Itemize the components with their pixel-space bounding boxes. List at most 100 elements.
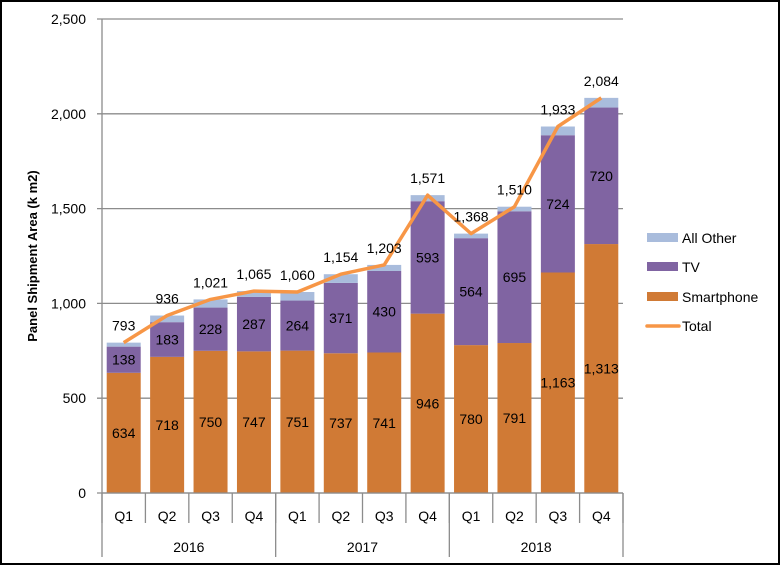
total-value-label: 1,203	[367, 240, 402, 256]
x-tick-label: Q1	[114, 508, 133, 524]
y-axis-title: Panel Shipment Area (k m2)	[25, 170, 40, 341]
legend-label-smartphone: Smartphone	[682, 289, 758, 305]
legend-label-total: Total	[682, 318, 712, 334]
tv-value-label: 724	[546, 196, 570, 212]
y-tick-label: 500	[63, 390, 87, 406]
total-value-label: 1,933	[540, 102, 575, 118]
smartphone-value-label: 747	[242, 414, 266, 430]
x-tick-label: Q1	[462, 508, 481, 524]
bar-all-other	[106, 342, 141, 347]
bar-all-other	[193, 299, 228, 308]
tv-value-label: 371	[329, 310, 353, 326]
legend-swatch-smartphone	[647, 292, 678, 301]
x-group-label: 2018	[521, 539, 552, 555]
bar-tv	[367, 270, 402, 353]
tv-value-label: 183	[155, 332, 179, 348]
bar-tv	[540, 135, 575, 273]
x-tick-label: Q3	[375, 508, 394, 524]
x-tick-label: Q2	[505, 508, 524, 524]
legend-swatch-all-other	[647, 233, 678, 242]
x-tick-label: Q3	[549, 508, 568, 524]
bar-all-other	[540, 126, 575, 136]
bar-tv	[323, 282, 358, 354]
y-tick-label: 2,000	[51, 106, 86, 122]
bar-smartphone	[540, 272, 575, 493]
tv-value-label: 287	[242, 316, 266, 332]
total-value-label: 1,368	[454, 209, 489, 225]
smartphone-value-label: 1,313	[584, 361, 619, 377]
bar-smartphone	[236, 351, 271, 493]
total-value-label: 1,154	[323, 249, 358, 265]
smartphone-value-label: 750	[199, 414, 223, 430]
bar-all-other	[584, 97, 619, 108]
tv-value-label: 138	[112, 352, 136, 368]
x-group-label: 2017	[347, 539, 378, 555]
smartphone-value-label: 946	[416, 395, 440, 411]
bar-all-other	[454, 233, 489, 239]
bar-all-other	[280, 292, 315, 301]
bar-all-other	[150, 315, 185, 323]
total-value-label: 936	[155, 291, 179, 307]
bar-all-other	[236, 291, 271, 297]
bar-smartphone	[193, 350, 228, 493]
tv-value-label: 228	[199, 321, 223, 337]
x-tick-label: Q3	[201, 508, 220, 524]
x-tick-label: Q4	[592, 508, 611, 524]
bar-tv	[193, 307, 228, 351]
bar-smartphone	[367, 352, 402, 493]
total-value-label: 1,021	[193, 274, 228, 290]
smartphone-value-label: 718	[155, 417, 179, 433]
y-tick-label: 1,000	[51, 295, 86, 311]
bar-tv	[106, 346, 141, 373]
bar-all-other	[323, 274, 358, 283]
smartphone-value-label: 1,163	[540, 375, 575, 391]
bar-tv	[236, 296, 271, 352]
smartphone-value-label: 780	[459, 411, 483, 427]
bar-tv	[584, 107, 619, 245]
bar-smartphone	[106, 372, 141, 493]
y-tick-label: 0	[78, 485, 86, 501]
bar-smartphone	[280, 350, 315, 493]
total-value-label: 2,084	[584, 73, 619, 89]
smartphone-value-label: 741	[373, 415, 397, 431]
bar-smartphone	[454, 345, 489, 493]
bar-smartphone	[410, 313, 445, 493]
bar-tv	[454, 238, 489, 346]
legend-label-tv: TV	[682, 259, 701, 275]
total-value-label: 1,571	[410, 170, 445, 186]
bar-all-other	[367, 264, 402, 271]
y-tick-label: 2,500	[51, 11, 86, 27]
tv-value-label: 695	[503, 269, 527, 285]
x-tick-label: Q4	[418, 508, 437, 524]
tv-value-label: 264	[286, 318, 310, 334]
x-tick-label: Q4	[245, 508, 264, 524]
x-tick-label: Q2	[331, 508, 350, 524]
smartphone-value-label: 634	[112, 425, 136, 441]
legend-swatch-tv	[647, 262, 678, 271]
total-line	[122, 96, 603, 345]
smartphone-value-label: 751	[286, 414, 310, 430]
smartphone-value-label: 737	[329, 415, 353, 431]
tv-value-label: 593	[416, 249, 440, 265]
y-tick-label: 1,500	[51, 201, 86, 217]
x-tick-label: Q2	[158, 508, 177, 524]
bar-smartphone	[497, 343, 532, 493]
total-value-label: 1,510	[497, 182, 532, 198]
tv-value-label: 430	[373, 304, 397, 320]
legend-label-all-other: All Other	[682, 230, 737, 246]
bar-smartphone	[584, 244, 619, 493]
bar-tv	[280, 300, 315, 351]
smartphone-value-label: 791	[503, 410, 527, 426]
total-value-label: 1,060	[280, 267, 315, 283]
total-value-label: 793	[112, 318, 136, 334]
tv-value-label: 720	[590, 168, 614, 184]
x-tick-label: Q1	[288, 508, 307, 524]
bar-smartphone	[323, 353, 358, 493]
bar-tv	[150, 322, 185, 357]
bar-all-other	[497, 206, 532, 212]
tv-value-label: 564	[459, 284, 483, 300]
bar-tv	[410, 201, 445, 314]
bar-smartphone	[150, 356, 185, 493]
bar-tv	[497, 211, 532, 344]
